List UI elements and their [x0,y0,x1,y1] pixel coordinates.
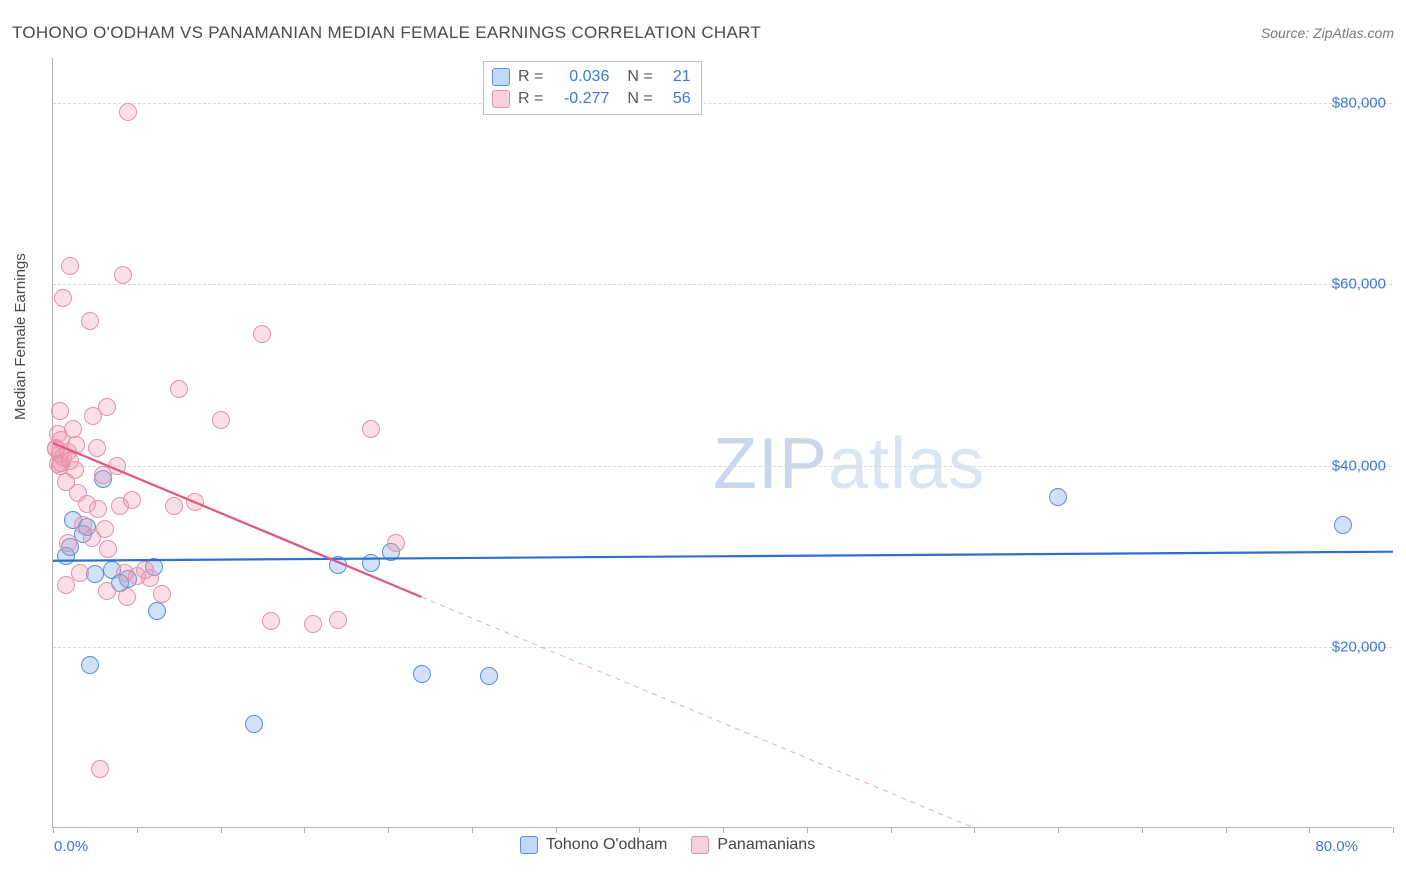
n-label: N = [627,66,652,88]
x-axis-max-label: 80.0% [1315,838,1358,855]
x-tick [388,827,389,833]
legend-label: Panamanians [717,836,815,854]
y-tick-label: $40,000 [1332,457,1386,474]
swatch-pink-icon [492,90,510,108]
source-attribution: Source: ZipAtlas.com [1261,25,1394,41]
y-axis-label: Median Female Earnings [12,253,29,420]
swatch-blue-icon [492,68,510,86]
n-value: 21 [661,66,691,88]
legend: Tohono O'odham Panamanians [520,836,815,854]
x-tick [807,827,808,833]
x-tick [891,827,892,833]
y-tick-label: $60,000 [1332,276,1386,293]
swatch-blue-icon [520,836,538,854]
n-label: N = [627,88,652,110]
regression-line-dashed [422,597,975,828]
y-tick-label: $80,000 [1332,95,1386,112]
r-label: R = [518,66,543,88]
x-tick [137,827,138,833]
x-tick [556,827,557,833]
x-axis-min-label: 0.0% [54,838,88,855]
x-tick [53,827,54,833]
x-tick [723,827,724,833]
r-value: 0.036 [551,66,609,88]
x-tick [1058,827,1059,833]
x-tick [974,827,975,833]
swatch-pink-icon [691,836,709,854]
stat-row-1: R = 0.036 N = 21 [492,66,691,88]
n-value: 56 [661,88,691,110]
x-tick [304,827,305,833]
x-tick [1226,827,1227,833]
regression-lines [53,58,1392,827]
x-tick [1142,827,1143,833]
stat-row-2: R = -0.277 N = 56 [492,88,691,110]
legend-label: Tohono O'odham [546,836,667,854]
r-label: R = [518,88,543,110]
regression-line [53,552,1393,561]
legend-item-1: Tohono O'odham [520,836,667,854]
chart-title: TOHONO O'ODHAM VS PANAMANIAN MEDIAN FEMA… [12,23,761,43]
plot-area: ZIPatlas R = 0.036 N = 21 R = -0.277 N =… [52,58,1392,828]
x-tick [221,827,222,833]
x-tick [1393,827,1394,833]
r-value: -0.277 [551,88,609,110]
stat-box: R = 0.036 N = 21 R = -0.277 N = 56 [483,61,702,115]
y-tick-label: $20,000 [1332,638,1386,655]
x-tick [472,827,473,833]
x-tick [1309,827,1310,833]
x-tick [639,827,640,833]
legend-item-2: Panamanians [691,836,815,854]
regression-line-solid [53,443,422,597]
